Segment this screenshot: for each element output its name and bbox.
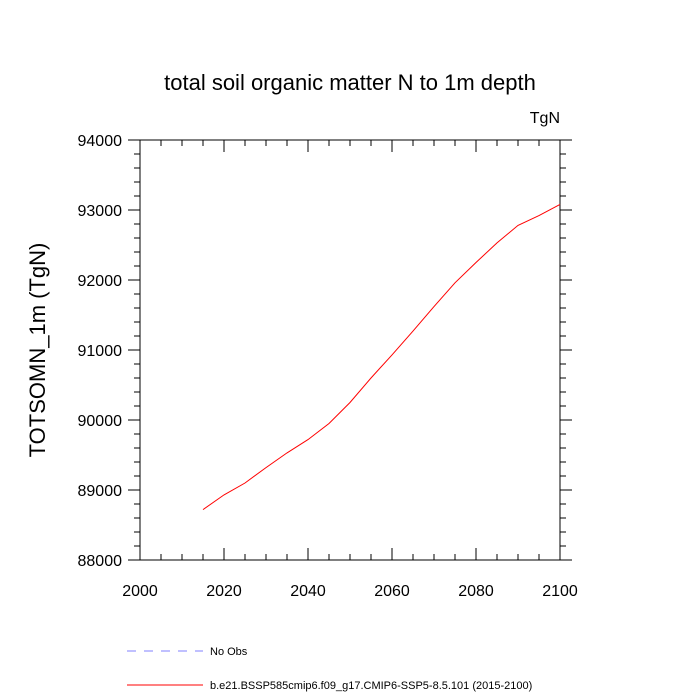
x-tick-label: 2000 bbox=[122, 583, 158, 600]
plot-frame bbox=[139, 139, 561, 561]
y-tick-label: 90000 bbox=[78, 413, 123, 430]
x-tick-label: 2100 bbox=[542, 583, 578, 600]
chart-title: total soil organic matter N to 1m depth bbox=[164, 70, 536, 95]
y-tick-label: 89000 bbox=[78, 483, 123, 500]
series-layer bbox=[202, 203, 561, 511]
x-tick-label: 2060 bbox=[374, 583, 410, 600]
plot-area: 2000 2020 2040 2060 2080 2100 88000 89000 90000 9… bbox=[78, 133, 578, 600]
legend-label: b.e21.BSSP585cmip6.f09_g17.CMIP6-SSP5-8.… bbox=[210, 680, 532, 692]
y-tick-label: 92000 bbox=[78, 273, 123, 290]
series-line bbox=[202, 203, 561, 511]
x-tick-label: 2020 bbox=[206, 583, 242, 600]
ticks-layer: 2000 2020 2040 2060 2080 2100 88000 89000 90000 9… bbox=[78, 133, 578, 600]
x-tick-label: 2040 bbox=[290, 583, 326, 600]
legend: No Obs b.e21.BSSP585cmip6.f09_g17.CMIP6-S… bbox=[127, 646, 532, 692]
y-axis-label: TOTSOMN_1m (TgN) bbox=[25, 243, 50, 458]
legend-label: No Obs bbox=[210, 646, 248, 658]
y-tick-label: 91000 bbox=[78, 343, 123, 360]
units-label: TgN bbox=[530, 110, 560, 127]
y-tick-label: 94000 bbox=[78, 133, 123, 150]
x-tick-label: 2080 bbox=[458, 583, 494, 600]
y-tick-label: 88000 bbox=[78, 553, 123, 570]
y-tick-label: 93000 bbox=[78, 203, 123, 220]
